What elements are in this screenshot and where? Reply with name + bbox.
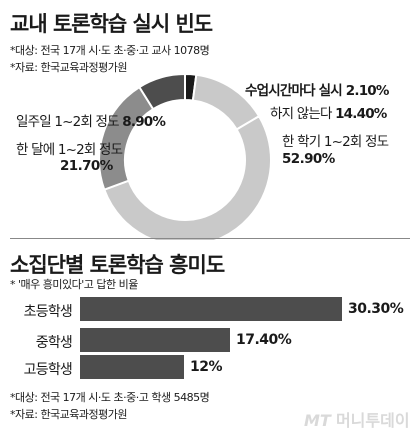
brand-name: 머니투데이 bbox=[335, 411, 410, 430]
donut-slice-weekly bbox=[137, 72, 186, 111]
section-divider bbox=[10, 238, 410, 239]
slice-label-weekly: 일주일 1~2회 정도 8.90% bbox=[16, 110, 166, 130]
slice-label-semester: 한 학기 1~2회 정도 bbox=[282, 130, 389, 150]
bar-high bbox=[80, 355, 184, 379]
bar-category-elementary: 초등학생 bbox=[23, 304, 73, 320]
slice-name-semester: 한 학기 1~2회 정도 bbox=[282, 134, 389, 150]
bar-value-elementary: 30.30% bbox=[348, 301, 404, 317]
bar-chart-subtitle: * '매우 흥미있다'고 답한 비율 bbox=[10, 278, 138, 291]
slice-name-never: 하지 않는다 bbox=[270, 106, 332, 122]
bar-category-middle: 중학생 bbox=[35, 335, 73, 351]
donut-chart bbox=[98, 72, 272, 240]
brand-logo: MT 머니투데이 bbox=[304, 407, 410, 431]
slice-value-never: 14.40% bbox=[335, 106, 387, 122]
slice-name-weekly: 일주일 1~2회 정도 bbox=[16, 114, 120, 130]
bar-note-source: *자료: 한국교육과정평가원 bbox=[10, 408, 128, 421]
slice-label-never: 하지 않는다 14.40% bbox=[270, 102, 387, 122]
donut-note-target: *대상: 전국 17개 시·도 초·중·고 교사 1078명 bbox=[10, 44, 210, 57]
donut-chart-title: 교내 토론학습 실시 빈도 bbox=[10, 12, 213, 36]
slice-name-every-class: 수업시간마다 실시 bbox=[245, 83, 343, 99]
slice-name-monthly: 한 달에 1~2회 정도 bbox=[16, 142, 123, 158]
bar-middle bbox=[80, 328, 230, 352]
bar-category-high: 고등학생 bbox=[23, 362, 73, 378]
bar-note-target: *대상: 전국 17개 시·도 초·중·고 학생 5485명 bbox=[10, 391, 210, 404]
bar-elementary bbox=[80, 297, 342, 321]
donut-note-source: *자료: 한국교육과정평가원 bbox=[10, 61, 128, 74]
bar-value-middle: 17.40% bbox=[236, 332, 292, 348]
brand-logo-mark: MT bbox=[304, 411, 331, 430]
slice-value-weekly: 8.90% bbox=[122, 114, 166, 130]
slice-value-every-class: 2.10% bbox=[345, 83, 390, 99]
slice-value-semester: 52.90% bbox=[282, 151, 335, 167]
slice-label-monthly: 한 달에 1~2회 정도 bbox=[16, 138, 123, 158]
bar-chart-title: 소집단별 토론학습 흥미도 bbox=[10, 253, 225, 277]
slice-value-monthly: 21.70% bbox=[60, 158, 113, 174]
bar-value-high: 12% bbox=[190, 359, 223, 375]
donut-slice-semester bbox=[102, 114, 272, 240]
slice-label-every-class: 수업시간마다 실시 2.10% bbox=[245, 79, 389, 99]
